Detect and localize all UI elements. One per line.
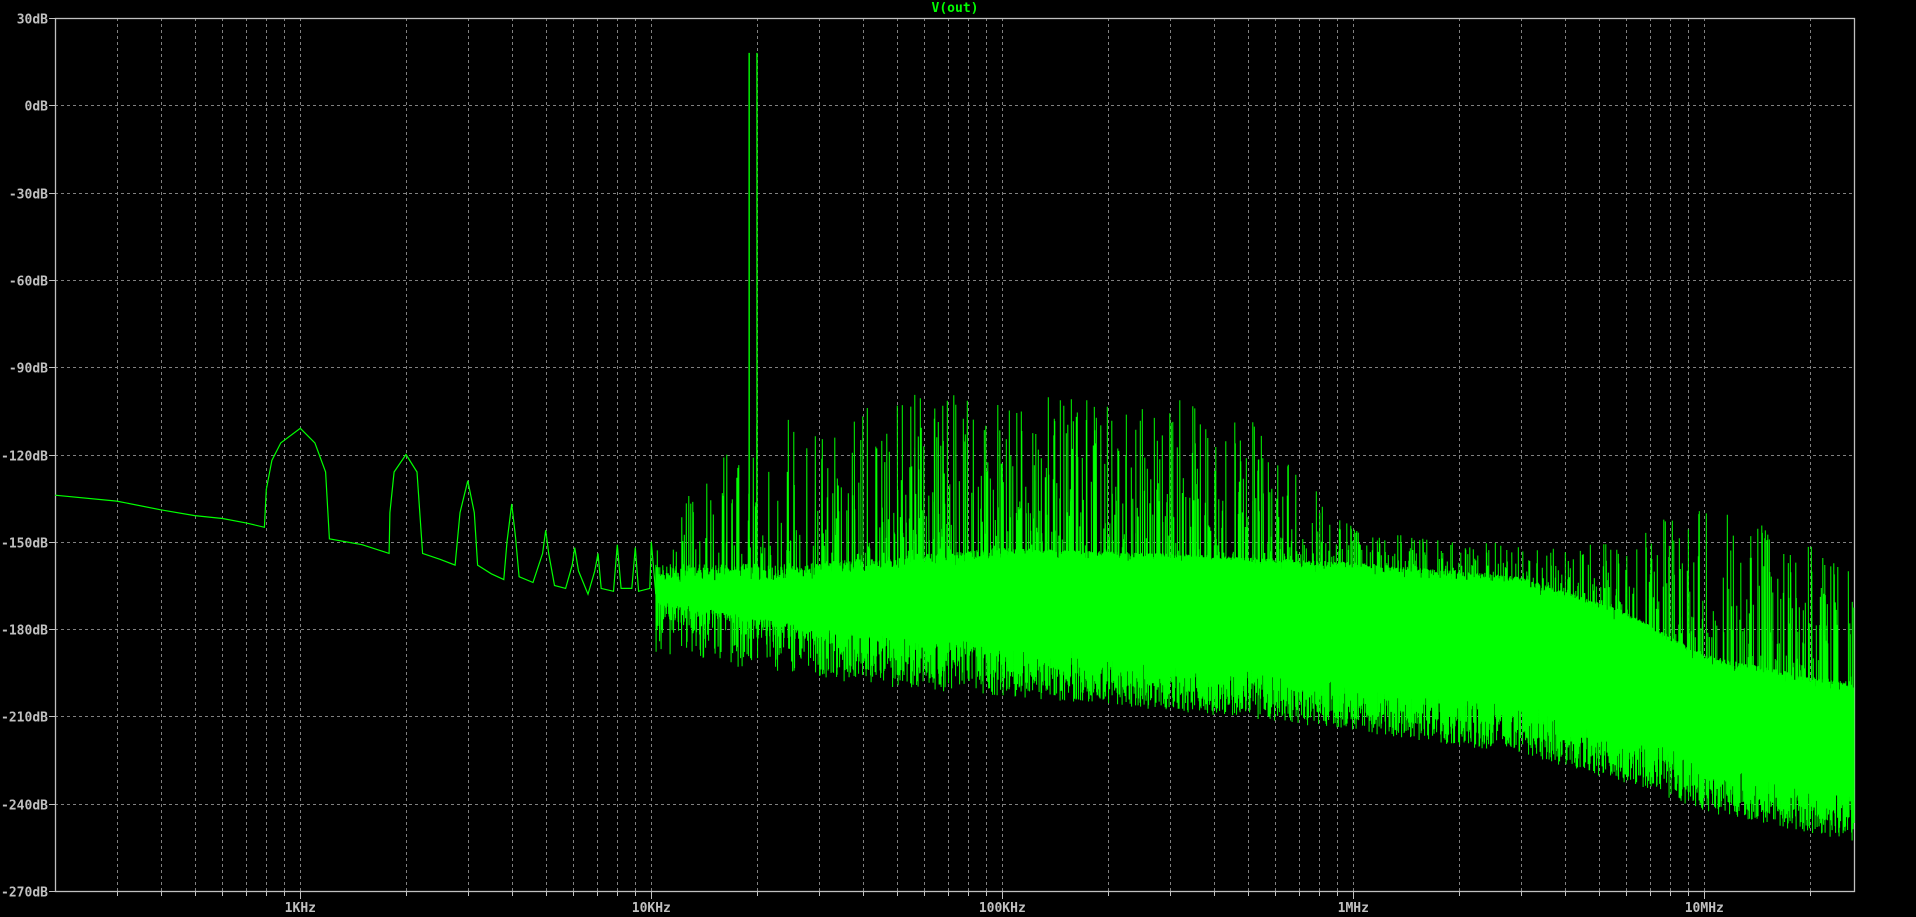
y-tick-label: 0dB [25, 100, 49, 115]
y-tick-label: -30dB [9, 188, 48, 203]
x-tick-label: 10KHz [632, 901, 671, 916]
y-tick-label: -240dB [1, 799, 48, 814]
x-axis-labels: 1KHz 10KHz 100KHz 1MHz 10MHz [285, 901, 1724, 916]
x-tick-label: 1KHz [285, 901, 316, 916]
x-tick-label: 1MHz [1338, 901, 1369, 916]
y-tick-label: -150dB [1, 537, 48, 552]
y-tick-label: -180dB [1, 624, 48, 639]
x-tick-label: 100KHz [979, 901, 1026, 916]
plot-frame [49, 17, 1856, 899]
grid [55, 18, 1854, 891]
y-tick-label: -270dB [1, 886, 48, 901]
y-tick-label: -60dB [9, 275, 48, 290]
y-tick-label: 30dB [17, 13, 48, 28]
y-tick-label: -120dB [1, 450, 48, 465]
trace-title-v-out[interactable]: V(out) [932, 1, 979, 16]
trace-noise-and-spurs [655, 394, 1855, 841]
plot-border [54, 17, 1856, 893]
trace-layer [54, 52, 1855, 841]
y-tick-label: -210dB [1, 711, 48, 726]
trace-low-frequency [54, 427, 657, 597]
y-tick-label: -90dB [9, 362, 48, 377]
x-tick-label: 10MHz [1685, 901, 1724, 916]
y-axis-labels: 30dB 0dB -30dB -60dB -90dB -120dB -150dB -180dB… [1, 13, 48, 901]
